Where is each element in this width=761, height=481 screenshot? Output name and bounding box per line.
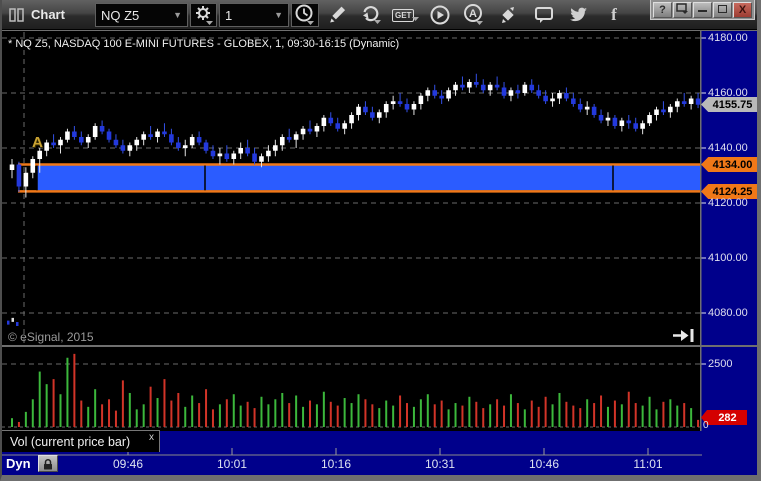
twitter-button[interactable] (564, 2, 592, 28)
lock-button[interactable] (38, 455, 58, 472)
volume-series (11, 353, 700, 427)
chart-canvas[interactable] (2, 30, 757, 475)
volume-zero-label: 0 (703, 420, 709, 431)
chart-header: * NQ Z5, NASDAQ 100 E-MINI FUTURES - GLO… (8, 38, 400, 50)
time-axis-label[interactable]: 11:01 (633, 457, 663, 471)
price-axis-label: 4180.00 (708, 32, 748, 44)
annotation-a[interactable]: A (32, 134, 43, 151)
prior-session-mark (11, 317, 14, 322)
chevron-down-icon (205, 21, 213, 25)
price-axis-label: 4100.00 (708, 252, 748, 264)
prior-session-mark (16, 322, 19, 326)
jump-to-latest-icon (673, 329, 694, 342)
interval-settings-button[interactable] (291, 3, 319, 27)
share-button[interactable] (358, 2, 386, 28)
minimize-icon (698, 10, 707, 12)
trade-button[interactable] (494, 2, 522, 28)
price-axis-label: 4120.00 (708, 197, 748, 209)
window-controls: ? X (650, 0, 755, 20)
a-circle-icon: A (464, 4, 483, 25)
help-button[interactable]: ? (653, 2, 672, 18)
volume-study-tab[interactable]: Vol (current price bar) x (2, 430, 160, 452)
play-button[interactable] (426, 2, 454, 28)
chevron-down-icon (412, 17, 420, 21)
volume-study-label: Vol (current price bar) (10, 435, 131, 449)
interval-value: 1 (225, 7, 233, 23)
chart-window-icon (9, 8, 25, 27)
time-axis-label[interactable]: 10:31 (424, 457, 456, 471)
time-axis-label[interactable]: 10:46 (528, 457, 560, 471)
pencil-icon (330, 6, 346, 23)
twitter-icon (570, 7, 587, 22)
get-button[interactable]: GET (392, 2, 420, 28)
price-axis-label: 4080.00 (708, 307, 748, 319)
close-study-icon[interactable]: x (149, 432, 154, 443)
chevron-down-icon (476, 21, 483, 25)
trade-diamond-icon (502, 7, 514, 23)
chevron-down-icon: ▼ (274, 10, 283, 20)
time-axis-mode[interactable]: Dyn (6, 456, 31, 471)
minimize-button[interactable] (693, 2, 712, 18)
maximize-icon (718, 5, 727, 13)
chevron-down-icon: ▼ (173, 10, 182, 20)
symbol-settings-button[interactable] (190, 3, 217, 27)
prior-session-mark (7, 320, 10, 325)
price-zone (37, 165, 700, 191)
play-icon (430, 5, 450, 25)
chat-button[interactable] (530, 2, 558, 28)
chat-bubble-icon (535, 7, 553, 23)
current-price-tag: 4155.75 (701, 97, 757, 112)
copyright-watermark: © eSignal, 2015 (8, 330, 94, 344)
zone-bottom-price-tag: 4124.25 (701, 184, 757, 199)
clock-icon (295, 4, 314, 25)
volume-axis-label: 2500 (708, 358, 733, 370)
symbol-value: NQ Z5 (101, 7, 140, 23)
auto-button[interactable]: A (460, 2, 488, 28)
price-axis-label: 4140.00 (708, 142, 748, 154)
get-icon: GET (392, 8, 415, 22)
close-button[interactable]: X (733, 2, 752, 18)
close-icon: X (738, 4, 747, 16)
titlebar[interactable]: Chart NQ Z5 ▼ 1 ▼ (2, 0, 757, 30)
interval-input[interactable]: 1 ▼ (219, 3, 289, 27)
time-axis-label[interactable]: 10:16 (320, 457, 352, 471)
draw-tools-button[interactable] (324, 2, 352, 28)
symbol-input[interactable]: NQ Z5 ▼ (95, 3, 188, 27)
facebook-button[interactable]: f (600, 2, 628, 28)
gear-icon (195, 6, 213, 25)
jump-to-latest-button[interactable] (670, 327, 698, 344)
time-axis-label[interactable]: 09:46 (112, 457, 144, 471)
time-axis-label[interactable]: 10:01 (216, 457, 248, 471)
candlestick-series (9, 73, 701, 198)
svg-text:A: A (469, 8, 477, 20)
chevron-down-icon (307, 21, 314, 25)
lock-icon (44, 458, 52, 469)
popout-icon (676, 3, 688, 14)
chevron-down-icon (374, 20, 381, 24)
window-title: Chart (31, 7, 65, 22)
pane-divider (2, 345, 757, 347)
refresh-arrow-icon (363, 6, 381, 24)
price-axis-label: 4160.00 (708, 87, 748, 99)
zone-top-price-tag: 4134.00 (701, 157, 757, 172)
popout-button[interactable] (673, 2, 692, 18)
chart-area: * NQ Z5, NASDAQ 100 E-MINI FUTURES - GLO… (2, 30, 757, 475)
current-volume-tag: 282 (701, 410, 747, 425)
facebook-icon: f (611, 5, 617, 24)
maximize-button[interactable] (713, 2, 732, 18)
